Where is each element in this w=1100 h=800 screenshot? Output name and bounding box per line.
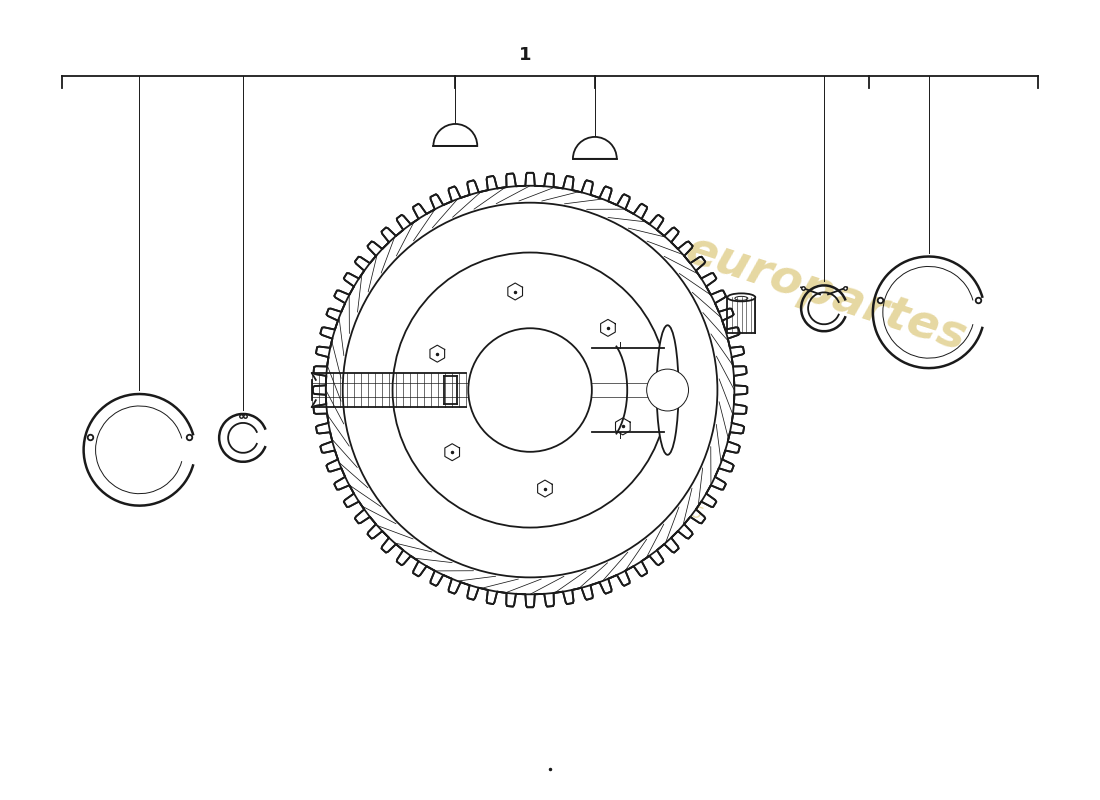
Circle shape xyxy=(469,328,592,452)
Polygon shape xyxy=(538,480,552,497)
Polygon shape xyxy=(430,345,444,362)
Polygon shape xyxy=(444,444,460,461)
Wedge shape xyxy=(433,124,477,146)
Polygon shape xyxy=(616,418,630,435)
Wedge shape xyxy=(573,137,617,159)
Ellipse shape xyxy=(657,326,679,455)
Ellipse shape xyxy=(727,294,756,302)
Polygon shape xyxy=(508,283,522,300)
Text: a passion for parts since 1985: a passion for parts since 1985 xyxy=(481,437,704,522)
Circle shape xyxy=(343,202,717,578)
Text: europartes: europartes xyxy=(680,226,972,360)
Text: 1: 1 xyxy=(519,46,531,64)
Polygon shape xyxy=(601,319,615,336)
Circle shape xyxy=(326,186,735,594)
Circle shape xyxy=(393,253,668,527)
Circle shape xyxy=(647,369,689,411)
